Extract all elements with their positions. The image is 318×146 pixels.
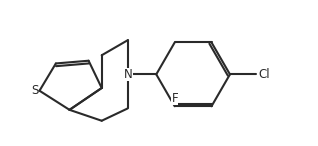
Text: N: N <box>124 68 133 81</box>
Text: Cl: Cl <box>258 68 270 81</box>
Text: F: F <box>171 92 178 105</box>
Text: S: S <box>31 84 38 97</box>
